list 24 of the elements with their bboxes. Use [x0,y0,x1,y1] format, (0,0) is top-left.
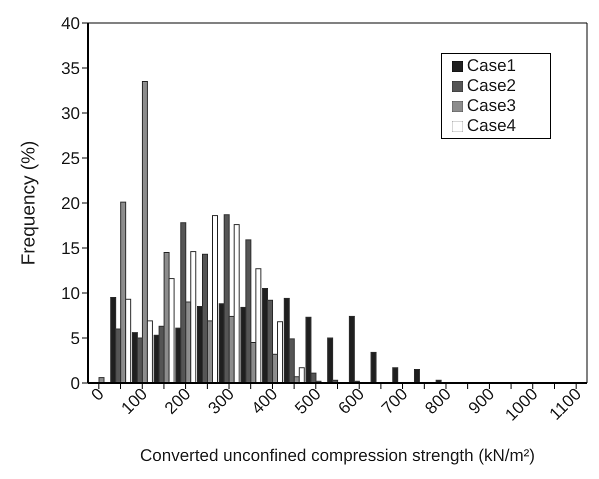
x-tick-label: 600 [334,384,368,418]
y-tick-label: 40 [61,14,80,34]
x-tick-label: 100 [118,384,152,418]
x-tick-label: 400 [248,384,282,418]
legend-label: Case3 [466,96,516,115]
y-tick-label: 20 [61,194,80,214]
x-tick-label: 900 [464,384,498,418]
x-tick-label: 500 [291,384,325,418]
x-tick-label: 700 [378,384,412,418]
x-tick-label: 0 [88,384,108,405]
legend-label: Case1 [466,56,516,75]
legend-label: Case4 [466,116,516,135]
y-tick-label: 35 [61,59,80,78]
y-tick-label: 10 [61,284,80,304]
x-tick-label: 300 [204,384,238,418]
y-tick-label: 15 [61,239,80,258]
y-tick-label: 30 [61,104,80,124]
y-axis-title: Frequency (%) [18,140,40,266]
x-tick-label: 800 [421,384,455,418]
y-tick-label: 5 [70,329,80,348]
legend-label: Case2 [466,76,516,95]
y-tick-label: 25 [61,149,80,168]
x-tick-label: 200 [160,384,194,418]
x-axis-title: Converted unconfined compression strength (kN/m²) [140,446,535,465]
